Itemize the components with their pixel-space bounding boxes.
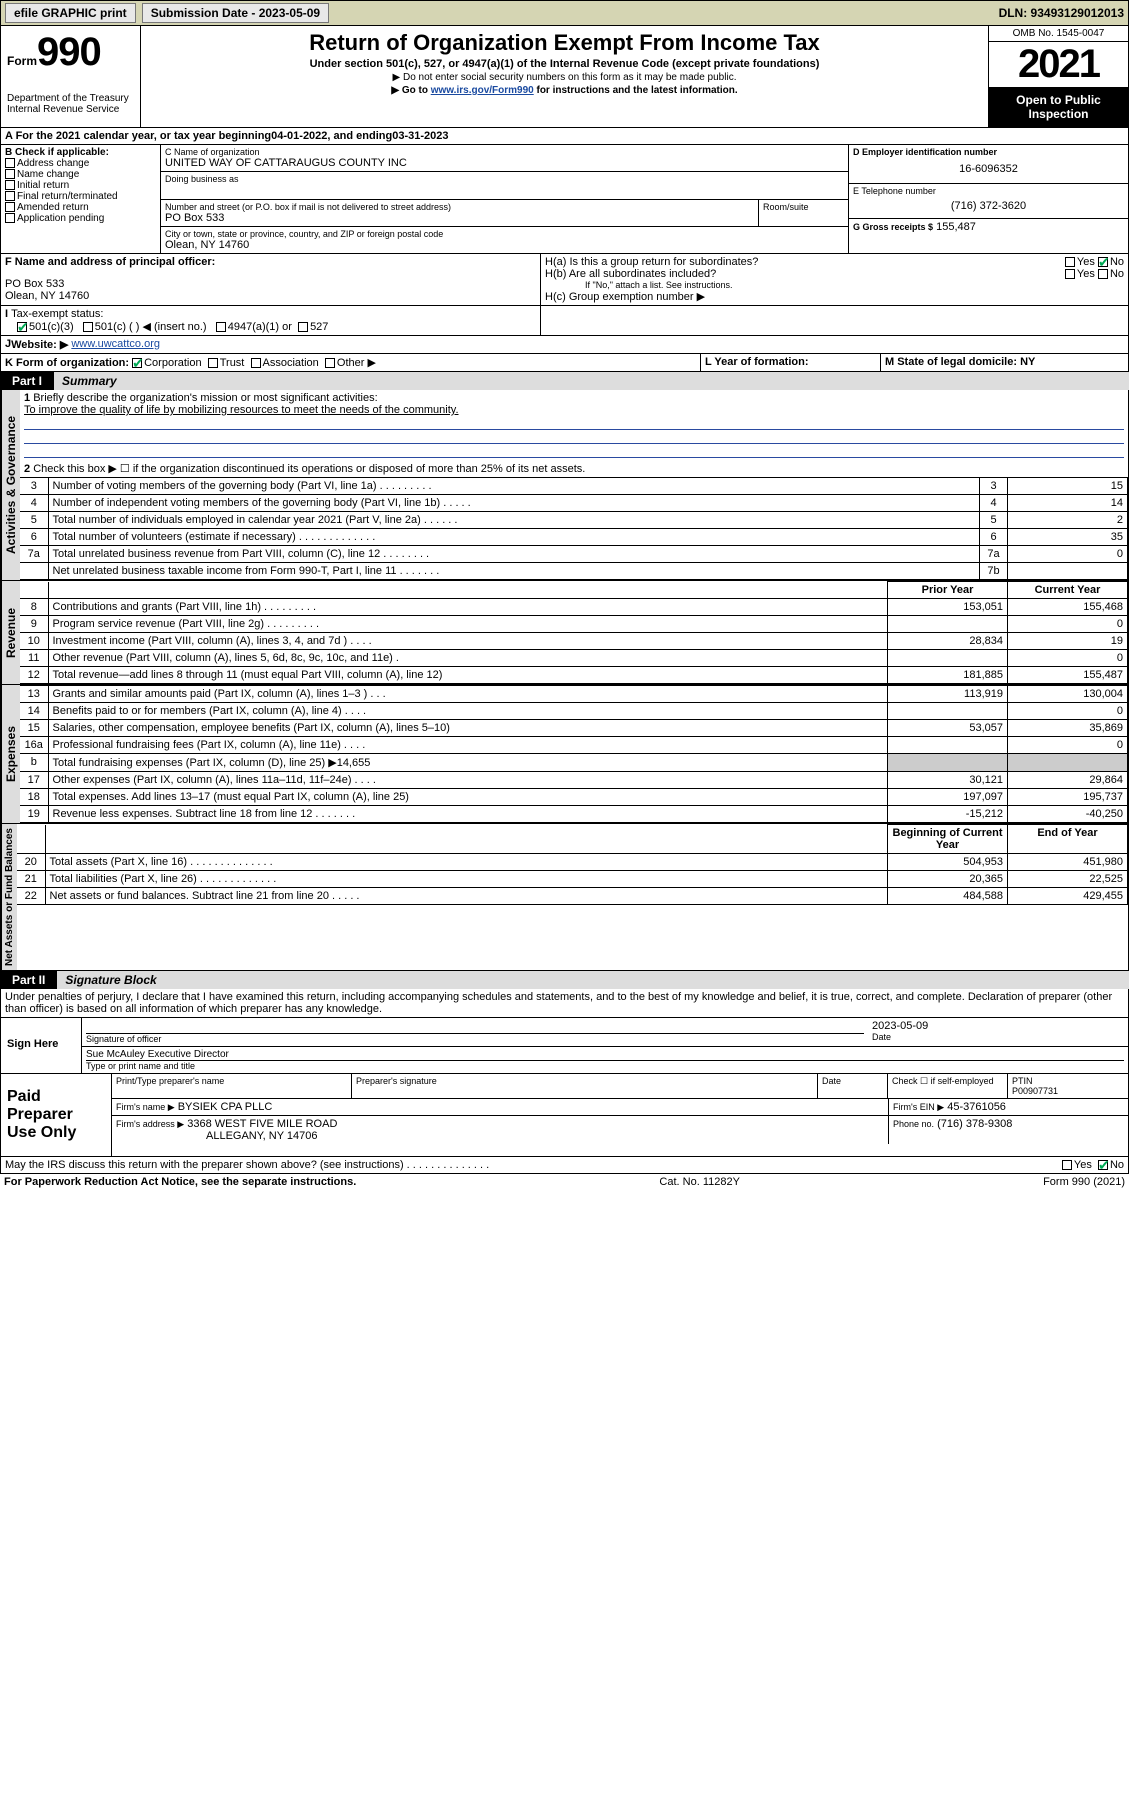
check-applicable: B Check if applicable: Address change Na… [1, 145, 161, 253]
q2-label: Check this box ▶ ☐ if the organization d… [33, 463, 585, 475]
page-footer: For Paperwork Reduction Act Notice, see … [0, 1174, 1129, 1190]
open-public: Open to Public Inspection [989, 87, 1128, 127]
sig-officer-label: Signature of officer [86, 1034, 864, 1044]
officer-line2: Olean, NY 14760 [5, 290, 536, 302]
room-label: Room/suite [763, 202, 844, 212]
gross-value: 155,487 [936, 221, 976, 233]
part2-header: Part II Signature Block [0, 971, 1129, 989]
na-table: Beginning of Current Year End of Year 20… [17, 824, 1128, 905]
sig-date-label: Date [872, 1032, 1124, 1042]
omb-label: OMB No. 1545-0047 [989, 26, 1128, 42]
dba-label: Doing business as [165, 174, 844, 184]
q1-label: Briefly describe the organization's miss… [33, 392, 377, 404]
year-formation-label: L Year of formation: [705, 356, 809, 368]
discuss-row: May the IRS discuss this return with the… [0, 1157, 1129, 1174]
irs-link[interactable]: www.irs.gov/Form990 [431, 85, 534, 96]
efile-button[interactable]: efile GRAPHIC print [5, 3, 136, 23]
officer-name: Sue McAuley Executive Director [86, 1049, 1124, 1061]
exp-table: 13Grants and similar amounts paid (Part … [20, 685, 1128, 823]
addr-value: PO Box 533 [165, 212, 754, 224]
top-bar: efile GRAPHIC print Submission Date - 20… [0, 0, 1129, 26]
city-label: City or town, state or province, country… [165, 229, 844, 239]
tax-year: 2021 [989, 42, 1128, 87]
type-name-label: Type or print name and title [86, 1061, 1124, 1071]
dln-label: DLN: 93493129012013 [999, 6, 1124, 20]
irs-label: Internal Revenue Service [7, 104, 134, 115]
form-header: Form990 Department of the Treasury Inter… [0, 26, 1129, 128]
officer-group-row: F Name and address of principal officer:… [0, 254, 1129, 306]
side-revenue: Revenue [1, 581, 20, 684]
ha-label: H(a) Is this a group return for subordin… [545, 256, 1065, 268]
addr-label: Number and street (or P.O. box if mail i… [165, 202, 754, 212]
domicile-label: M State of legal domicile: NY [885, 356, 1035, 368]
q1-answer: To improve the quality of life by mobili… [24, 404, 1124, 416]
ein-label: D Employer identification number [853, 147, 1124, 157]
side-expenses: Expenses [1, 685, 20, 823]
phone-value: (716) 372-3620 [853, 196, 1124, 216]
side-netassets: Net Assets or Fund Balances [1, 824, 17, 970]
dept-label: Department of the Treasury [7, 93, 134, 104]
note-ssn: ▶ Do not enter social security numbers o… [147, 72, 982, 83]
hb-note: If "No," attach a list. See instructions… [545, 280, 1124, 290]
city-value: Olean, NY 14760 [165, 239, 844, 251]
submission-date-button[interactable]: Submission Date - 2023-05-09 [142, 3, 329, 23]
phone-label: E Telephone number [853, 186, 1124, 196]
officer-label: F Name and address of principal officer: [5, 256, 536, 268]
hc-label: H(c) Group exemption number ▶ [545, 290, 1124, 303]
org-name: UNITED WAY OF CATTARAUGUS COUNTY INC [165, 157, 844, 169]
org-name-label: C Name of organization [165, 147, 844, 157]
gross-label: G Gross receipts $ [853, 222, 933, 232]
sign-here-label: Sign Here [1, 1018, 81, 1073]
form-title: Return of Organization Exempt From Incom… [147, 30, 982, 56]
klm-row: K Form of organization: Corporation Trus… [0, 354, 1129, 372]
note-link: ▶ Go to www.irs.gov/Form990 for instruct… [147, 85, 982, 96]
sig-date-value: 2023-05-09 [872, 1020, 1124, 1032]
part1-header: Part I Summary [0, 372, 1129, 390]
form-number: Form990 [7, 30, 134, 75]
officer-line1: PO Box 533 [5, 278, 536, 290]
period-row: A For the 2021 calendar year, or tax yea… [0, 128, 1129, 145]
paid-preparer-label: Paid Preparer Use Only [1, 1074, 111, 1156]
rev-table: Prior Year Current Year 8Contributions a… [20, 581, 1128, 684]
hb-label: H(b) Are all subordinates included? [545, 268, 1065, 280]
declaration: Under penalties of perjury, I declare th… [0, 989, 1129, 1018]
form-subtitle: Under section 501(c), 527, or 4947(a)(1)… [147, 58, 982, 70]
website-row: J Website: ▶ www.uwcattco.org [0, 336, 1129, 354]
entity-block: B Check if applicable: Address change Na… [0, 145, 1129, 254]
website-link[interactable]: www.uwcattco.org [71, 338, 160, 351]
side-activities: Activities & Governance [1, 390, 20, 580]
ein-value: 16-6096352 [853, 157, 1124, 181]
tax-status-row: I Tax-exempt status: 501(c)(3) 501(c) ( … [0, 306, 1129, 336]
ag-table: 3Number of voting members of the governi… [20, 477, 1128, 580]
